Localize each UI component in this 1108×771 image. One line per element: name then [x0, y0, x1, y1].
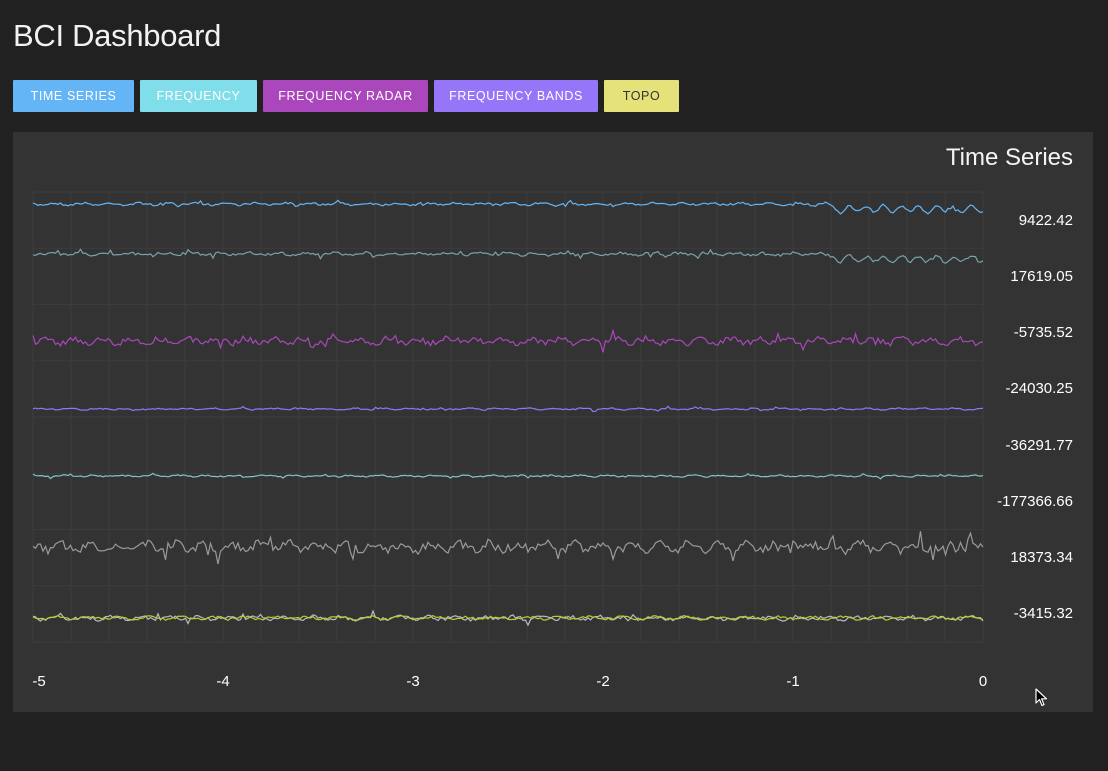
- tab-topo[interactable]: TOPO: [604, 80, 679, 112]
- x-tick-label: -4: [216, 673, 229, 690]
- x-tick-label: 0: [979, 673, 987, 690]
- time-series-chart: 9422.42 17619.05 -5735.52 -24030.25 -36291.7…: [32, 191, 1073, 690]
- chart-panel: Time Series 9422.42 17619.05 -5735.52 -2403…: [13, 132, 1093, 712]
- app-title: BCI Dashboard: [13, 18, 222, 53]
- series-line-5: [32, 472, 984, 480]
- mouse-cursor-icon: [1035, 688, 1048, 707]
- series-value-label: -24030.25: [1005, 380, 1073, 397]
- panel-title: Time Series: [945, 144, 1073, 171]
- tab-frequency-bands[interactable]: FREQUENCY BANDS: [434, 80, 598, 112]
- series-line-3: [32, 328, 984, 353]
- tab-time-series[interactable]: TIME SERIES: [13, 80, 134, 112]
- series-value-label: -5735.52: [1014, 324, 1073, 341]
- tab-frequency[interactable]: FREQUENCY: [140, 80, 257, 112]
- series-line-2: [32, 248, 984, 264]
- series-line-1: [32, 199, 984, 215]
- series-value-label: -3415.32: [1014, 605, 1073, 622]
- series-value-label: 18373.34: [1010, 549, 1073, 566]
- x-tick-label: -1: [786, 673, 799, 690]
- series-line-8: [32, 614, 984, 622]
- series-value-label: 17619.05: [1010, 268, 1073, 285]
- chart-grid: [32, 191, 984, 643]
- series-line-4: [32, 405, 984, 413]
- series-value-label: 9422.42: [1019, 212, 1073, 229]
- series-value-label: -177366.66: [997, 493, 1073, 510]
- tab-frequency-radar[interactable]: FREQUENCY RADAR: [263, 80, 428, 112]
- x-tick-label: -3: [406, 673, 419, 690]
- x-tick-label: -2: [596, 673, 609, 690]
- x-tick-label: -5: [32, 673, 45, 690]
- tab-bar: TIME SERIES FREQUENCY FREQUENCY RADAR FR…: [13, 80, 679, 112]
- series-value-label: -36291.77: [1005, 437, 1073, 454]
- series-line-6: [32, 531, 984, 565]
